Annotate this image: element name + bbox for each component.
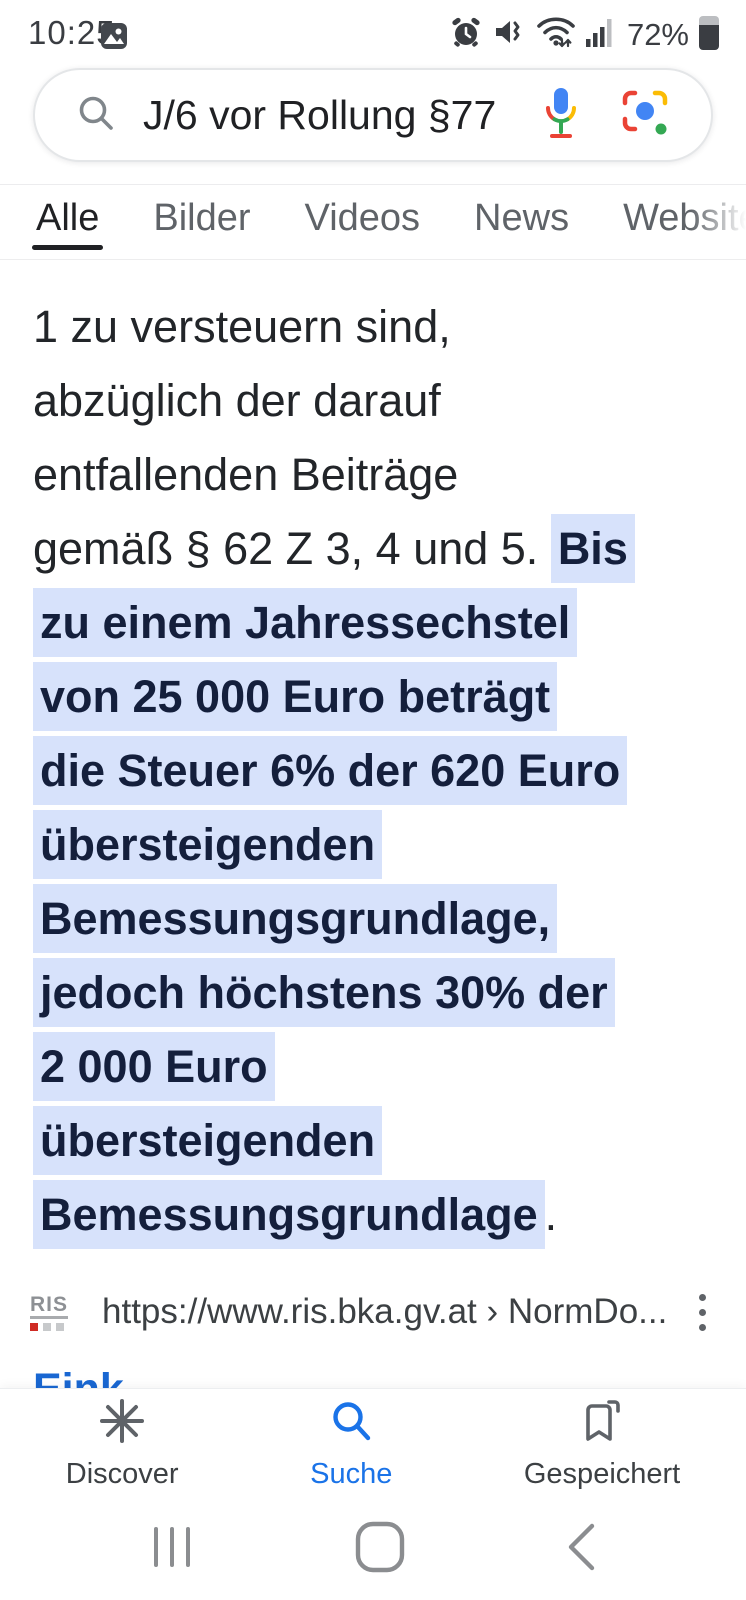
snippet-line: abzüglich der darauf (33, 364, 733, 438)
search-query-text[interactable]: J/6 vor Rollung §77 (143, 91, 497, 138)
snippet-line: zu einem Jahressechstel (33, 586, 733, 660)
snippet-highlight-segment: übersteigenden (33, 810, 383, 879)
nav-gespeichert-label: Gespeichert (523, 1458, 681, 1490)
snippet-line: jedoch höchstens 30% der (33, 956, 733, 1030)
google-bottom-nav: Discover Suche Gespeichert (0, 1388, 746, 1494)
result-title-partial[interactable]: Eink... (33, 1362, 160, 1388)
tabs-edge-fade (690, 185, 746, 259)
ris-favicon: RIS (30, 1287, 80, 1337)
mic-icon[interactable] (541, 86, 581, 145)
featured-snippet-text: 1 zu versteuern sind, abzüglich der dara… (33, 290, 733, 1252)
snippet-segment: entfallenden Beiträge (33, 449, 459, 500)
search-icon (328, 1398, 374, 1449)
snippet-highlight-segment: jedoch höchstens 30% der (33, 958, 615, 1027)
bookmark-icon (579, 1398, 625, 1449)
snippet-highlight-segment: zu einem Jahressechstel (33, 588, 578, 657)
lens-icon[interactable] (621, 89, 669, 142)
discover-asterisk-icon (99, 1398, 145, 1449)
result-filter-tabs: Alle Bilder Videos News Websites (0, 184, 746, 260)
battery-percent-text: 72% (626, 16, 689, 52)
tab-alle[interactable]: Alle (31, 187, 104, 258)
status-icons: 72% (449, 14, 720, 55)
search-icon (75, 92, 117, 139)
android-system-nav (0, 1494, 746, 1600)
snippet-line: entfallenden Beiträge (33, 438, 733, 512)
snippet-segment: abzüglich der darauf (33, 375, 441, 426)
snippet-line: 2 000 Euro (33, 1030, 733, 1104)
tab-videos[interactable]: Videos (304, 196, 421, 239)
tab-news[interactable]: News (474, 196, 570, 239)
alarm-icon (449, 15, 483, 54)
nav-suche-label: Suche (310, 1458, 393, 1490)
snippet-highlight-segment: von 25 000 Euro beträgt (33, 662, 558, 731)
signal-icon (585, 15, 616, 54)
recents-icon[interactable] (150, 1527, 194, 1567)
snippet-line: 1 zu versteuern sind, (33, 290, 733, 364)
snippet-highlight-segment: Bemessungsgrundlage (33, 1180, 545, 1249)
snippet-line: übersteigenden (33, 808, 733, 882)
result-source-row[interactable]: RIS https://www.ris.bka.gv.at › NormDo..… (30, 1286, 716, 1338)
back-icon[interactable] (566, 1523, 596, 1571)
search-bar[interactable]: J/6 vor Rollung §77 (33, 68, 713, 162)
result-title-text[interactable]: Eink... (33, 1362, 160, 1388)
battery-icon (698, 14, 720, 55)
wifi-icon (535, 14, 577, 55)
snippet-line: von 25 000 Euro beträgt (33, 660, 733, 734)
vibrate-mute-icon (492, 15, 526, 54)
snippet-highlight-segment: Bemessungsgrundlage, (33, 884, 558, 953)
snippet-segment: gemäß § 62 Z 3, 4 und 5. (33, 523, 551, 574)
snippet-highlight-segment: die Steuer 6% der 620 Euro (33, 736, 628, 805)
nav-suche[interactable]: Suche (310, 1392, 392, 1491)
snippet-highlight-segment: 2 000 Euro (33, 1032, 275, 1101)
favicon-text: RIS (30, 1293, 69, 1319)
snippet-highlight-segment: Bis (550, 514, 635, 583)
result-url-text[interactable]: https://www.ris.bka.gv.at › NormDo... (102, 1292, 668, 1331)
nav-discover-label: Discover (65, 1458, 179, 1490)
snippet-line: Bemessungsgrundlage. (33, 1178, 733, 1252)
snippet-line: die Steuer 6% der 620 Euro (33, 734, 733, 808)
snippet-segment: 1 zu versteuern sind, (33, 301, 451, 352)
home-icon[interactable] (355, 1521, 405, 1573)
snippet-highlight-segment: übersteigenden (33, 1106, 383, 1175)
snippet-segment: . (544, 1189, 558, 1240)
snippet-line: gemäß § 62 Z 3, 4 und 5. Bis (33, 512, 733, 586)
snippet-line: übersteigenden (33, 1104, 733, 1178)
photo-notification-icon (100, 22, 128, 55)
snippet-line: Bemessungsgrundlage, (33, 882, 733, 956)
more-vert-icon[interactable] (689, 1288, 716, 1337)
nav-discover[interactable]: Discover (66, 1392, 179, 1491)
status-bar: 10:25 (0, 0, 746, 62)
nav-gespeichert[interactable]: Gespeichert (524, 1392, 680, 1491)
clock-text: 10:25 (28, 14, 116, 51)
tab-bilder[interactable]: Bilder (153, 196, 251, 239)
